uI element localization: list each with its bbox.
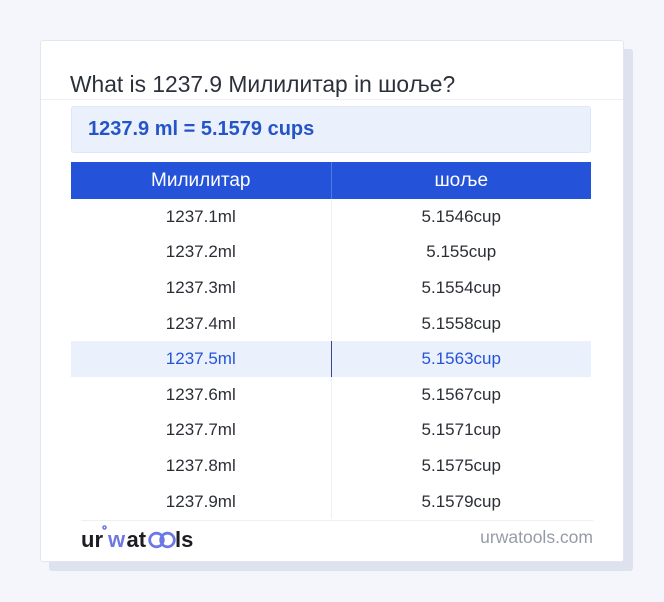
svg-text:w: w <box>107 527 126 552</box>
svg-text:at: at <box>127 527 147 552</box>
svg-text:ls: ls <box>175 527 193 552</box>
svg-text:ur: ur <box>81 527 103 552</box>
